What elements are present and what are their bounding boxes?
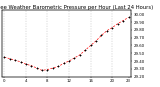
Title: Milwaukee Weather Barometric Pressure per Hour (Last 24 Hours): Milwaukee Weather Barometric Pressure pe… — [0, 5, 154, 10]
